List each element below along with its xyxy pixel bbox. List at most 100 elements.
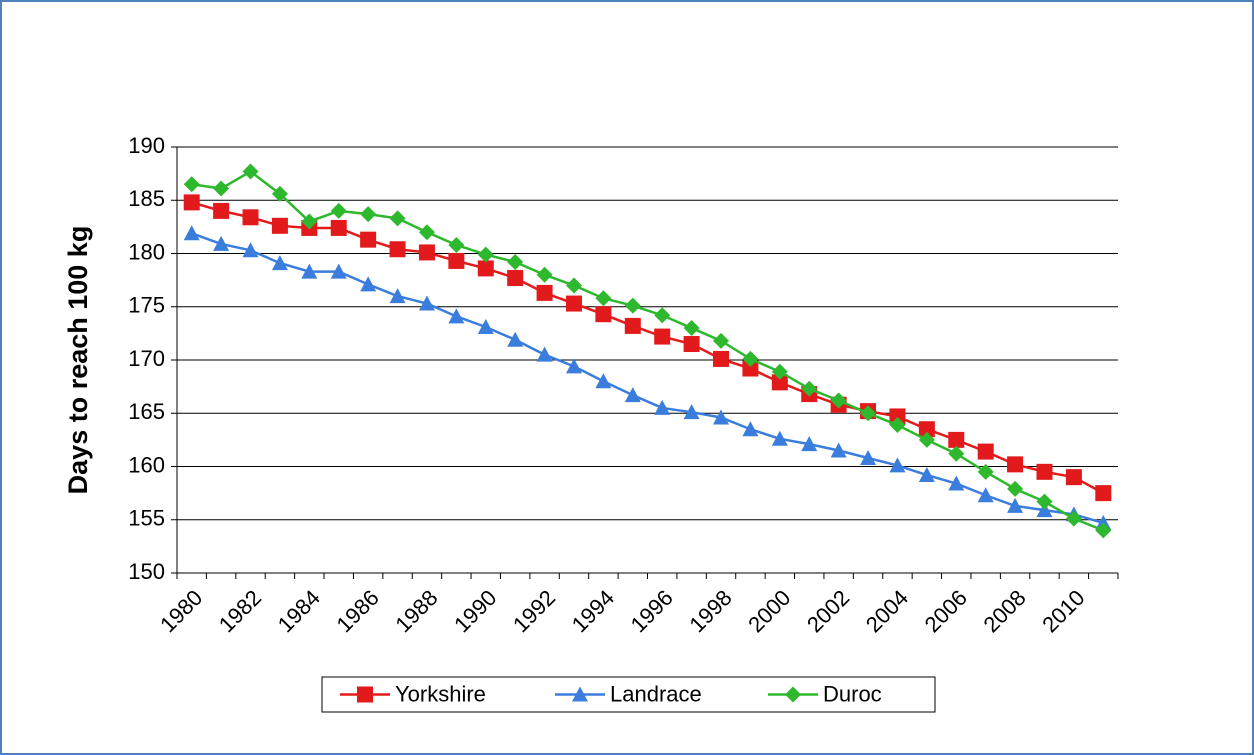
data-point [301,213,318,230]
y-tick-label: 175 [128,293,165,318]
y-tick-label: 155 [128,506,165,531]
data-point [713,350,730,367]
data-point [360,276,377,292]
data-point [742,360,759,377]
data-point [330,263,347,279]
data-point [1036,502,1053,518]
data-point [771,363,788,380]
data-point [536,284,553,301]
y-tick-label: 170 [128,346,165,371]
data-point [713,332,730,349]
data-point [271,185,288,202]
data-point [507,254,524,271]
data-point [977,487,994,503]
legend-marker [572,686,588,702]
data-point [918,431,935,448]
data-point [1007,497,1024,513]
data-point [889,457,906,473]
data-point [330,219,347,236]
legend-label: Landrace [610,681,702,706]
data-point [507,331,524,347]
data-point [654,328,671,345]
data-point [889,408,906,425]
data-point [771,430,788,446]
data-point [183,176,200,193]
data-point [213,235,230,251]
data-point [448,236,465,253]
data-point [595,373,612,389]
data-point [889,416,906,433]
data-point [565,358,582,374]
data-point [418,295,435,311]
data-point [683,404,700,420]
data-point [977,443,994,460]
legend-label: Yorkshire [395,681,486,706]
data-point [683,336,700,353]
data-point [565,295,582,312]
data-point [1036,493,1053,510]
legend-box [321,676,936,713]
data-point [742,350,759,367]
data-point [1065,469,1082,486]
data-point [948,475,965,491]
data-point [918,421,935,438]
data-point [624,297,641,314]
data-point [565,277,582,294]
data-point [595,306,612,323]
data-point [536,346,553,362]
data-point [801,436,818,452]
data-point [448,308,465,324]
data-point [830,392,847,409]
y-tick-label: 160 [128,452,165,477]
data-point [389,241,406,258]
data-point [1065,510,1082,527]
data-point [183,194,200,211]
data-point [654,307,671,324]
y-axis-label: Days to reach 100 kg [63,226,93,495]
data-point [477,318,494,334]
y-tick-label: 165 [128,399,165,424]
data-point [801,380,818,397]
data-point [860,449,877,465]
data-point [389,288,406,304]
data-point [1095,485,1112,502]
data-point [1036,463,1053,480]
data-point [242,242,259,258]
y-tick-label: 180 [128,239,165,264]
legend-label: Duroc [823,681,882,706]
y-tick-label: 150 [128,559,165,584]
data-point [330,202,347,219]
data-point [624,317,641,334]
data-point [918,467,935,483]
data-point [624,387,641,403]
y-tick-label: 185 [128,186,165,211]
data-point [360,206,377,223]
data-point [830,442,847,458]
data-point [301,263,318,279]
data-point [213,202,230,219]
data-point [948,445,965,462]
data-point [242,163,259,180]
data-point [536,266,553,283]
legend-marker [357,686,373,703]
data-point [1007,456,1024,473]
data-point [771,374,788,391]
data-point [271,255,288,271]
data-point [742,421,759,437]
data-point [683,320,700,337]
data-point [1095,522,1112,539]
data-point [213,180,230,197]
data-point [713,409,730,425]
data-point [948,431,965,448]
data-point [360,231,377,248]
legend-marker [785,686,801,703]
data-point [477,260,494,277]
data-point [271,217,288,234]
y-tick-label: 190 [128,133,165,158]
data-point [448,252,465,269]
data-point [242,209,259,226]
data-point [477,246,494,263]
data-point [654,399,671,415]
